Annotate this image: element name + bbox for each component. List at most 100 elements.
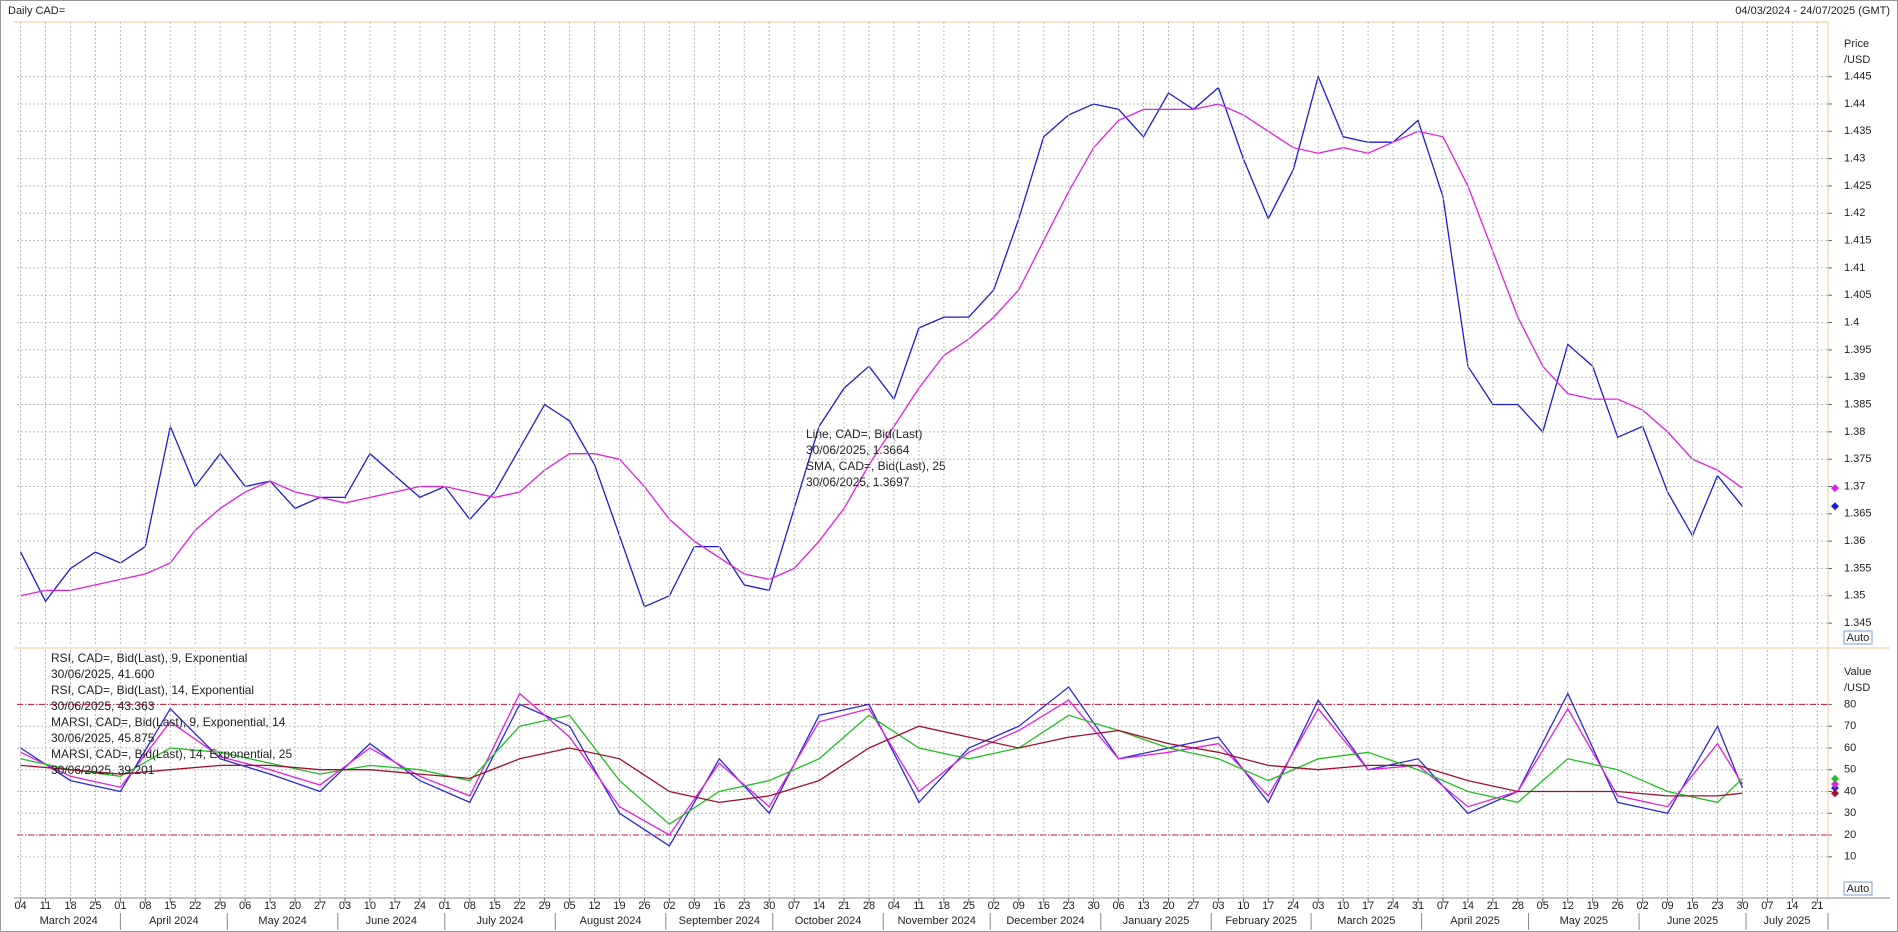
x-tick-label: 29 <box>214 900 226 912</box>
x-tick-label: 03 <box>339 900 351 912</box>
x-tick-label: 02 <box>663 900 675 912</box>
x-tick-label: 30 <box>763 900 775 912</box>
series-line <box>20 714 1743 826</box>
x-tick-label: 12 <box>1562 900 1574 912</box>
x-tick-label: 16 <box>1038 900 1050 912</box>
x-tick-label: 21 <box>1487 900 1499 912</box>
auto-button[interactable] <box>1843 881 1873 896</box>
x-tick-label: 10 <box>364 900 376 912</box>
last-value-marker <box>1831 774 1839 783</box>
date-range: 04/03/2024 - 24/07/2025 (GMT) <box>1735 5 1890 17</box>
x-tick-label: 07 <box>1761 900 1773 912</box>
legend-value: 30/06/2025, 39.201 <box>51 763 155 777</box>
auto-button-label[interactable]: Auto <box>1847 883 1870 895</box>
x-tick-label: 30 <box>1087 900 1099 912</box>
month-label: February 2025 <box>1225 915 1297 927</box>
y-tick-label: 1.365 <box>1844 508 1872 520</box>
x-tick-label: 14 <box>813 900 825 912</box>
y-tick-label: 70 <box>1844 720 1856 732</box>
x-tick-label: 16 <box>1686 900 1698 912</box>
x-tick-label: 24 <box>414 900 426 912</box>
month-label: March 2024 <box>40 915 98 927</box>
y-tick-label: 1.38 <box>1844 426 1865 438</box>
series-line <box>20 74 1743 608</box>
x-tick-label: 17 <box>389 900 401 912</box>
x-tick-label: 03 <box>1212 900 1224 912</box>
x-tick-label: 17 <box>1362 900 1374 912</box>
series-line <box>20 686 1744 847</box>
x-tick-label: 21 <box>838 900 850 912</box>
legend-entry: RSI, CAD=, Bid(Last), 14, Exponential <box>51 683 254 697</box>
legend-value: 30/06/2025, 43.363 <box>51 699 155 713</box>
y-tick-label: 1.35 <box>1844 590 1865 602</box>
month-label: January 2025 <box>1123 915 1190 927</box>
y-tick-label: 80 <box>1844 698 1856 710</box>
month-label: July 2025 <box>1763 915 1810 927</box>
x-tick-label: 04 <box>888 900 900 912</box>
y-axis-unit: /USD <box>1844 54 1870 66</box>
y-tick-label: 1.4 <box>1844 316 1859 328</box>
x-tick-label: 01 <box>439 900 451 912</box>
month-label: June 2024 <box>366 915 417 927</box>
x-tick-label: 28 <box>1512 900 1524 912</box>
x-tick-label: 31 <box>1412 900 1424 912</box>
legend-entry: MARSI, CAD=, Bid(Last), 14, Exponential,… <box>51 747 292 761</box>
y-tick-label: 1.405 <box>1844 289 1872 301</box>
x-tick-label: 07 <box>788 900 800 912</box>
x-tick-label: 09 <box>1013 900 1025 912</box>
chart-title: Daily CAD= <box>8 5 65 17</box>
series-line <box>20 103 1743 597</box>
x-tick-label: 21 <box>1811 900 1823 912</box>
x-tick-label: 09 <box>1661 900 1673 912</box>
y-tick-label: 1.39 <box>1844 371 1865 383</box>
y-tick-label: 1.395 <box>1844 344 1872 356</box>
last-value-marker <box>1831 789 1839 798</box>
x-tick-label: 19 <box>613 900 625 912</box>
legend-entry: MARSI, CAD=, Bid(Last), 9, Exponential, … <box>51 715 286 729</box>
month-label: June 2025 <box>1667 915 1718 927</box>
x-tick-label: 22 <box>514 900 526 912</box>
month-label: July 2024 <box>477 915 524 927</box>
x-tick-label: 07 <box>1437 900 1449 912</box>
x-tick-label: 23 <box>738 900 750 912</box>
x-tick-label: 30 <box>1736 900 1748 912</box>
x-tick-label: 09 <box>688 900 700 912</box>
x-tick-label: 27 <box>1187 900 1199 912</box>
y-tick-label: 20 <box>1844 829 1856 841</box>
month-label: December 2024 <box>1006 915 1084 927</box>
x-tick-label: 24 <box>1387 900 1399 912</box>
x-tick-label: 14 <box>1786 900 1798 912</box>
auto-button[interactable] <box>1843 630 1873 645</box>
auto-button-label[interactable]: Auto <box>1847 632 1870 644</box>
x-tick-label: 11 <box>913 900 924 912</box>
x-tick-label: 18 <box>938 900 950 912</box>
legend-value: 30/06/2025, 1.3697 <box>806 475 910 489</box>
x-tick-label: 08 <box>139 900 151 912</box>
y-tick-label: 1.41 <box>1844 262 1865 274</box>
y-tick-label: 1.435 <box>1844 125 1872 137</box>
y-tick-label: 10 <box>1844 851 1856 863</box>
y-tick-label: 30 <box>1844 807 1856 819</box>
legend-value: 30/06/2025, 1.3664 <box>806 443 910 457</box>
x-tick-label: 16 <box>713 900 725 912</box>
series-line <box>20 725 1743 804</box>
x-tick-label: 02 <box>988 900 1000 912</box>
y-tick-label: 1.36 <box>1844 535 1865 547</box>
x-tick-label: 08 <box>464 900 476 912</box>
x-tick-label: 26 <box>638 900 650 912</box>
x-tick-label: 02 <box>1636 900 1648 912</box>
month-label: May 2024 <box>258 915 306 927</box>
x-tick-label: 20 <box>289 900 301 912</box>
series-line <box>20 692 1743 836</box>
last-value-marker <box>1831 780 1839 789</box>
x-tick-label: 17 <box>1262 900 1274 912</box>
x-tick-label: 22 <box>189 900 201 912</box>
x-tick-label: 01 <box>114 900 126 912</box>
x-tick-label: 24 <box>1287 900 1299 912</box>
x-tick-label: 25 <box>89 900 101 912</box>
y-tick-label: 40 <box>1844 785 1856 797</box>
y-tick-label: 1.415 <box>1844 235 1872 247</box>
x-tick-label: 12 <box>588 900 600 912</box>
y-tick-label: 60 <box>1844 742 1856 754</box>
